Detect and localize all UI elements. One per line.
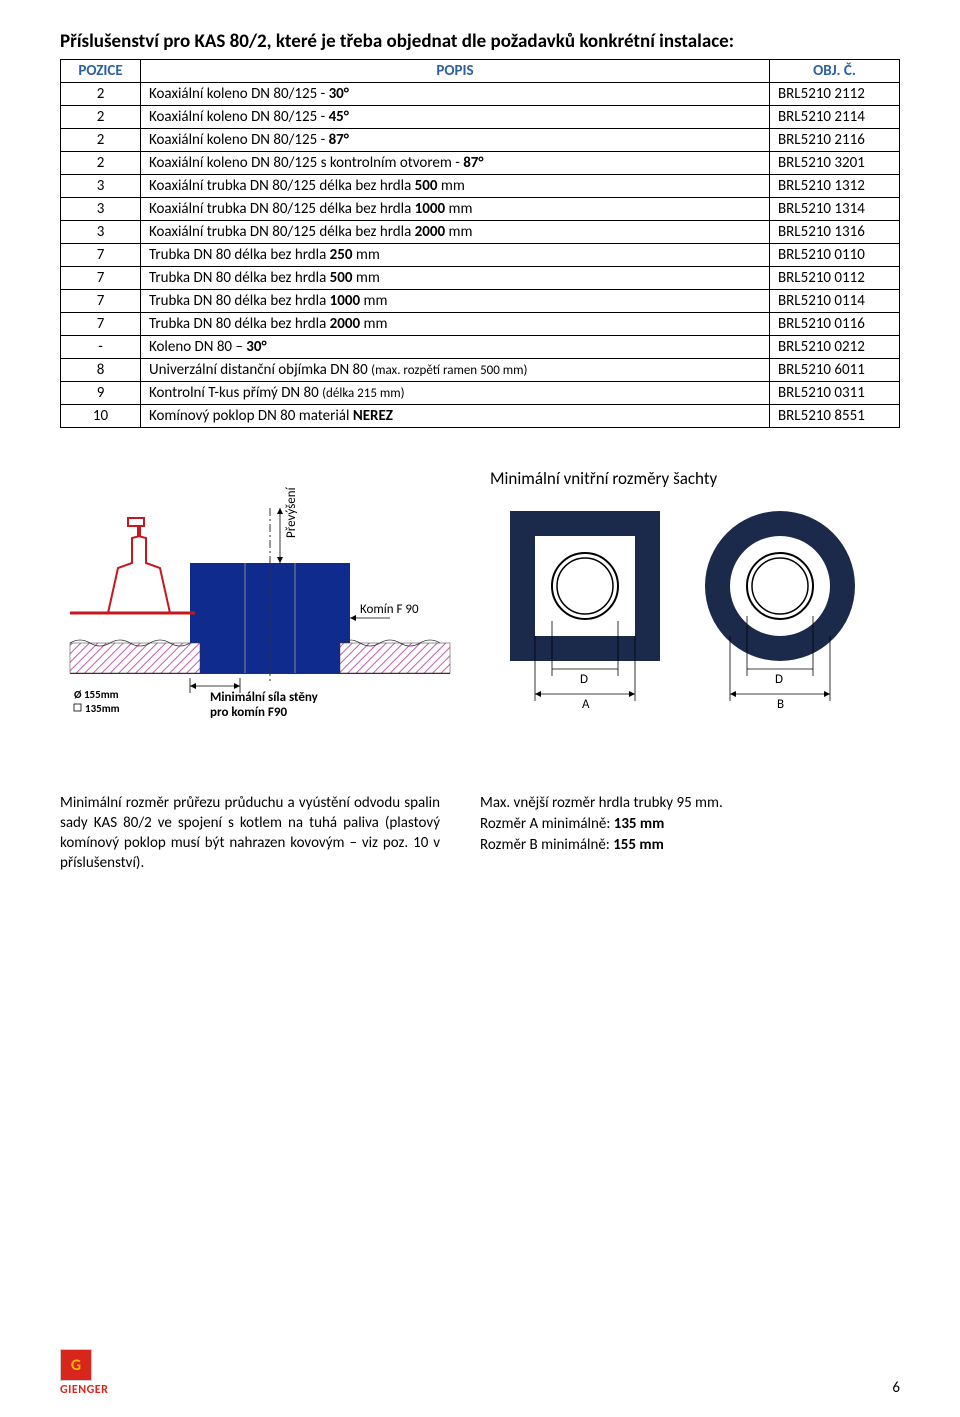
- svg-text:Komín F 90: Komín F 90: [360, 602, 419, 617]
- cell-pozice: 7: [61, 312, 141, 335]
- svg-text:Ø 155mm: Ø 155mm: [74, 688, 119, 701]
- cell-obj: BRL5210 1314: [770, 197, 900, 220]
- cell-popis: Koaxiální trubka DN 80/125 délka bez hrd…: [141, 197, 770, 220]
- table-row: 2Koaxiální koleno DN 80/125 - 87°BRL5210…: [61, 128, 900, 151]
- cell-pozice: 2: [61, 105, 141, 128]
- cell-obj: BRL5210 0112: [770, 266, 900, 289]
- table-row: 7Trubka DN 80 délka bez hrdla 1000 mmBRL…: [61, 289, 900, 312]
- cell-obj: BRL5210 0114: [770, 289, 900, 312]
- table-row: 10Komínový poklop DN 80 materiál NEREZBR…: [61, 404, 900, 427]
- cell-obj: BRL5210 0311: [770, 381, 900, 404]
- table-row: 2Koaxiální koleno DN 80/125 - 45°BRL5210…: [61, 105, 900, 128]
- cell-obj: BRL5210 0116: [770, 312, 900, 335]
- cell-popis: Kontrolní T-kus přímý DN 80 (délka 215 m…: [141, 381, 770, 404]
- shaft-title: Minimální vnitřní rozměry šachty: [490, 468, 900, 489]
- cell-popis: Koaxiální koleno DN 80/125 - 30°: [141, 82, 770, 105]
- cell-pozice: 2: [61, 82, 141, 105]
- cell-popis: Komínový poklop DN 80 materiál NEREZ: [141, 404, 770, 427]
- cell-obj: BRL5210 0110: [770, 243, 900, 266]
- cell-popis: Trubka DN 80 délka bez hrdla 500 mm: [141, 266, 770, 289]
- cell-pozice: 3: [61, 197, 141, 220]
- cell-obj: BRL5210 3201: [770, 151, 900, 174]
- th-obj: OBJ. Č.: [770, 59, 900, 82]
- caption-left: Minimální rozměr průřezu průduchu a vyús…: [60, 793, 440, 874]
- cell-pozice: 3: [61, 174, 141, 197]
- cell-pozice: 10: [61, 404, 141, 427]
- logo: G GIENGER: [60, 1349, 108, 1397]
- cell-popis: Koaxiální koleno DN 80/125 s kontrolním …: [141, 151, 770, 174]
- diagram-chimney-cross-section: Převýšení Komín F 90 Ø 155mm 135mm Minim…: [60, 468, 460, 753]
- cell-pozice: 7: [61, 289, 141, 312]
- svg-text:D: D: [580, 672, 588, 687]
- diagrams-row: Převýšení Komín F 90 Ø 155mm 135mm Minim…: [60, 468, 900, 753]
- cell-popis: Trubka DN 80 délka bez hrdla 250 mm: [141, 243, 770, 266]
- cell-popis: Koaxiální koleno DN 80/125 - 45°: [141, 105, 770, 128]
- cell-obj: BRL5210 1316: [770, 220, 900, 243]
- page-title: Příslušenství pro KAS 80/2, které je tře…: [60, 30, 900, 55]
- svg-text:Minimální síla stěny: Minimální síla stěny: [210, 690, 319, 705]
- table-row: 7Trubka DN 80 délka bez hrdla 2000 mmBRL…: [61, 312, 900, 335]
- cell-popis: Koaxiální trubka DN 80/125 délka bez hrd…: [141, 174, 770, 197]
- table-row: 2Koaxiální koleno DN 80/125 s kontrolním…: [61, 151, 900, 174]
- cell-pozice: 8: [61, 358, 141, 381]
- cell-pozice: 2: [61, 128, 141, 151]
- cap-r-line1: Max. vnější rozměr hrdla trubky 95 mm.: [480, 793, 723, 814]
- cell-obj: BRL5210 2116: [770, 128, 900, 151]
- table-row: 3Koaxiální trubka DN 80/125 délka bez hr…: [61, 197, 900, 220]
- cell-pozice: -: [61, 335, 141, 358]
- svg-text:pro komín F90: pro komín F90: [210, 705, 287, 720]
- cell-obj: BRL5210 0212: [770, 335, 900, 358]
- cell-obj: BRL5210 2112: [770, 82, 900, 105]
- svg-text:D: D: [775, 672, 783, 687]
- logo-icon: G: [60, 1349, 92, 1381]
- page-number: 6: [892, 1379, 900, 1397]
- table-row: 9Kontrolní T-kus přímý DN 80 (délka 215 …: [61, 381, 900, 404]
- page-footer: G GIENGER 6: [60, 1349, 900, 1397]
- cap-r-line2: Rozměr A minimálně: 135 mm: [480, 814, 723, 835]
- cell-pozice: 2: [61, 151, 141, 174]
- th-pozice: POZICE: [61, 59, 141, 82]
- svg-text:135mm: 135mm: [85, 702, 120, 715]
- cell-obj: BRL5210 2114: [770, 105, 900, 128]
- table-header-row: POZICE POPIS OBJ. Č.: [61, 59, 900, 82]
- cell-obj: BRL5210 6011: [770, 358, 900, 381]
- svg-text:Převýšení: Převýšení: [284, 486, 299, 538]
- cell-popis: Koleno DN 80 – 30°: [141, 335, 770, 358]
- cap-r-line3: Rozměr B minimálně: 155 mm: [480, 835, 723, 856]
- table-row: 2Koaxiální koleno DN 80/125 - 30°BRL5210…: [61, 82, 900, 105]
- table-row: 3Koaxiální trubka DN 80/125 délka bez hr…: [61, 220, 900, 243]
- cell-pozice: 9: [61, 381, 141, 404]
- cell-pozice: 3: [61, 220, 141, 243]
- cell-popis: Koaxiální trubka DN 80/125 délka bez hrd…: [141, 220, 770, 243]
- cell-popis: Trubka DN 80 délka bez hrdla 1000 mm: [141, 289, 770, 312]
- accessories-table: POZICE POPIS OBJ. Č. 2Koaxiální koleno D…: [60, 59, 900, 428]
- table-row: 7Trubka DN 80 délka bez hrdla 250 mmBRL5…: [61, 243, 900, 266]
- cell-obj: BRL5210 1312: [770, 174, 900, 197]
- cell-obj: BRL5210 8551: [770, 404, 900, 427]
- captions-row: Minimální rozměr průřezu průduchu a vyús…: [60, 793, 900, 874]
- cell-popis: Trubka DN 80 délka bez hrdla 2000 mm: [141, 312, 770, 335]
- th-popis: POPIS: [141, 59, 770, 82]
- table-row: 8Univerzální distanční objímka DN 80 (ma…: [61, 358, 900, 381]
- table-row: 7Trubka DN 80 délka bez hrdla 500 mmBRL5…: [61, 266, 900, 289]
- diagram-shaft-sizes: Minimální vnitřní rozměry šachty D A: [490, 468, 900, 753]
- svg-text:A: A: [582, 697, 590, 712]
- table-row: -Koleno DN 80 – 30°BRL5210 0212: [61, 335, 900, 358]
- cell-pozice: 7: [61, 243, 141, 266]
- cell-popis: Koaxiální koleno DN 80/125 - 87°: [141, 128, 770, 151]
- logo-text: GIENGER: [60, 1383, 108, 1397]
- cell-pozice: 7: [61, 266, 141, 289]
- svg-text:B: B: [777, 697, 784, 712]
- table-row: 3Koaxiální trubka DN 80/125 délka bez hr…: [61, 174, 900, 197]
- caption-right: Max. vnější rozměr hrdla trubky 95 mm. R…: [480, 793, 723, 874]
- cell-popis: Univerzální distanční objímka DN 80 (max…: [141, 358, 770, 381]
